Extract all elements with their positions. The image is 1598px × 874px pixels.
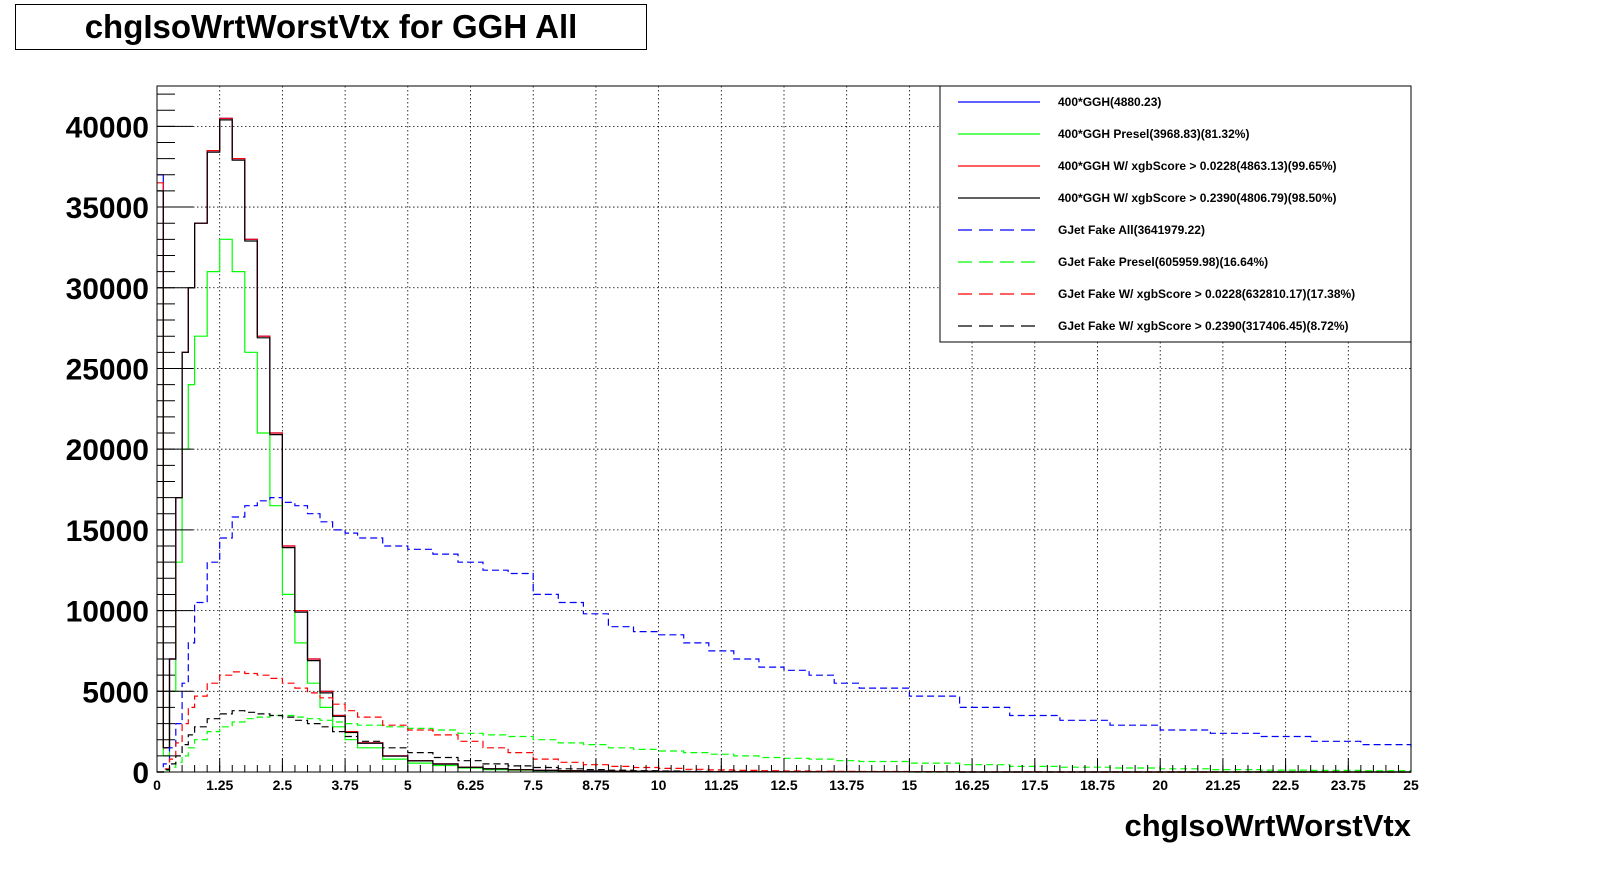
x-tick-label: 3.75 [331,777,358,793]
x-tick-label: 11.25 [704,777,738,793]
y-tick-label: 10000 [66,596,149,629]
legend-entry: 400*GGH W/ xgbScore > 0.2390(4806.79)(98… [1058,191,1336,205]
legend-entry: 400*GGH(4880.23) [1058,95,1161,109]
x-tick-label: 25 [1403,777,1419,793]
axes: 0 1.25 2.5 3.75 5 6.25 7.5 8.75 10 11.25 12.5 13.75… [66,85,1419,793]
y-tick-label: 5000 [82,676,149,709]
x-tick-label: 23.75 [1331,777,1366,793]
x-tick-label: 5 [404,777,412,793]
x-tick-label: 8.75 [582,777,609,793]
x-tick-label: 12.5 [770,777,797,793]
x-tick-label: 22.5 [1272,777,1299,793]
chart-title-box: chgIsoWrtWorstVtx for GGH All [15,4,647,50]
legend-entry: GJet Fake W/ xgbScore > 0.2390(317406.45… [1058,319,1349,333]
legend: 400*GGH(4880.23) 400*GGH Presel(3968.83)(… [939,85,1412,343]
y-tick-label: 35000 [66,192,149,225]
x-tick-label: 1.25 [206,777,233,793]
y-tick-label: 40000 [66,111,149,144]
x-tick-label: 15 [902,777,918,793]
legend-entry: GJet Fake W/ xgbScore > 0.0228(632810.17… [1058,287,1355,301]
legend-entry: 400*GGH Presel(3968.83)(81.32%) [1058,127,1249,141]
y-tick-label: 15000 [66,515,149,548]
series-line [157,671,1411,773]
x-tick-label: 21.25 [1205,777,1240,793]
y-tick-label: 30000 [66,273,149,306]
x-tick-label: 0 [153,777,161,793]
legend-entry: GJet Fake Presel(605959.98)(16.64%) [1058,255,1268,269]
x-tick-label: 2.5 [273,777,293,793]
x-tick-label: 16.25 [955,777,990,793]
legend-entry: 400*GGH W/ xgbScore > 0.0228(4863.13)(99… [1058,159,1336,173]
chart-title: chgIsoWrtWorstVtx for GGH All [84,8,578,45]
x-tick-label: 17.5 [1021,777,1048,793]
legend-entry: GJet Fake All(3641979.22) [1058,223,1205,237]
legend-box [939,85,1412,343]
x-tick-label: 7.5 [523,777,543,793]
x-tick-label: 18.75 [1080,777,1115,793]
x-tick-label: 10 [651,777,667,793]
y-tick-label: 0 [132,757,149,790]
x-tick-label: 13.75 [829,777,864,793]
x-tick-label: 6.25 [457,777,484,793]
x-tick-label: 20 [1152,777,1168,793]
x-axis-label: chgIsoWrtWorstVtx [1125,808,1412,843]
y-tick-label: 25000 [66,353,149,386]
y-tick-label: 20000 [66,434,149,467]
